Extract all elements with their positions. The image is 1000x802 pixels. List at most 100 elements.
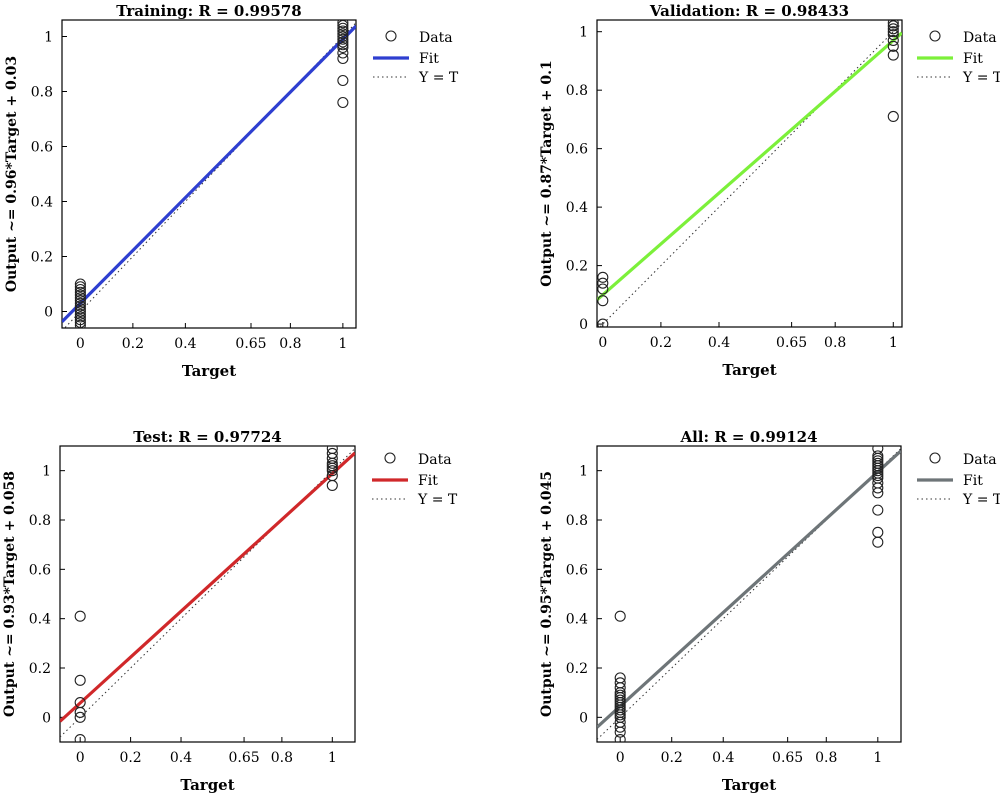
x-tick-label: 0.2 bbox=[661, 750, 683, 766]
data-point bbox=[614, 677, 626, 689]
plot-frame bbox=[596, 445, 902, 743]
data-point bbox=[74, 316, 86, 328]
x-tick-label: 0.8 bbox=[815, 750, 837, 766]
data-point bbox=[74, 294, 86, 307]
data-point bbox=[887, 40, 899, 52]
data-point bbox=[74, 610, 86, 622]
data-point bbox=[326, 446, 338, 455]
data-point bbox=[887, 23, 899, 35]
legend-identity-label: Y = T bbox=[962, 492, 1000, 508]
x-tick-label: 0.2 bbox=[119, 750, 141, 766]
data-point bbox=[872, 457, 884, 469]
y-tick-label: 0 bbox=[42, 710, 51, 726]
x-tick-label: 0.8 bbox=[824, 335, 846, 351]
data-point bbox=[337, 33, 349, 45]
data-point bbox=[597, 318, 609, 327]
data-point bbox=[326, 479, 338, 492]
chart-panel-2: 0 0.2 0.4 0.65 0.8 1 0 0.2 0.4 0.6 0.8 1 Validation:… bbox=[539, 2, 1000, 379]
data-point bbox=[74, 300, 86, 312]
data-point bbox=[74, 278, 86, 290]
data-point bbox=[597, 295, 609, 307]
data-point bbox=[337, 28, 349, 40]
legend-data-marker bbox=[385, 30, 397, 42]
y-tick-label: 0.4 bbox=[29, 612, 51, 628]
legend-fit-label: Fit bbox=[963, 473, 983, 489]
chart-title: Validation: R = 0.98433 bbox=[649, 2, 849, 20]
identity-line bbox=[60, 448, 355, 738]
y-tick-label: 0.6 bbox=[566, 142, 588, 158]
data-point bbox=[74, 711, 86, 723]
data-point bbox=[614, 694, 626, 706]
x-tick-label: 0.2 bbox=[122, 336, 144, 352]
data-point bbox=[74, 696, 86, 709]
x-tick-label: 1 bbox=[889, 335, 898, 351]
data-point bbox=[74, 297, 86, 309]
x-axis-label: Target bbox=[722, 776, 776, 794]
y-tick-label: 1 bbox=[579, 25, 588, 41]
x-tick-label: 0 bbox=[598, 335, 607, 351]
y-tick-label: 0 bbox=[44, 305, 53, 321]
x-tick-label: 0 bbox=[616, 750, 625, 766]
y-axis-label: Output ~= 0.87*Target + 0.1 bbox=[539, 60, 555, 286]
legend: Data Fit Y = T bbox=[373, 30, 459, 86]
y-tick-label: 0.2 bbox=[31, 250, 53, 266]
chart-title: Training: R = 0.99578 bbox=[116, 2, 301, 20]
data-point bbox=[337, 47, 349, 59]
x-tick-label: 0.2 bbox=[650, 335, 672, 351]
y-tick-label: 0.4 bbox=[566, 200, 588, 216]
x-axis-label: Target bbox=[180, 776, 234, 794]
chart-panel-3: 0 0.2 0.4 0.65 0.8 1 0 0.2 0.4 0.6 0.8 1 Test: R = 0… bbox=[2, 428, 458, 794]
data-point bbox=[337, 20, 349, 32]
plot-area bbox=[60, 446, 355, 742]
data-point bbox=[597, 271, 609, 283]
data-point bbox=[74, 308, 86, 320]
data-point bbox=[337, 20, 349, 29]
data-point bbox=[337, 22, 349, 34]
data-point bbox=[74, 311, 86, 323]
data-point bbox=[74, 314, 86, 326]
y-tick-label: 0.4 bbox=[31, 195, 53, 211]
fit-line bbox=[597, 449, 901, 729]
data-point bbox=[872, 455, 884, 467]
x-tick-label: 0.65 bbox=[235, 336, 266, 352]
data-point bbox=[614, 672, 626, 684]
x-tick-label: 0.8 bbox=[271, 750, 293, 766]
legend-identity-label: Y = T bbox=[962, 70, 1000, 86]
y-axis-label: Output ~= 0.93*Target + 0.058 bbox=[2, 471, 18, 717]
data-point bbox=[614, 610, 626, 622]
legend-fit-label: Fit bbox=[963, 51, 983, 67]
x-tick-label: 1 bbox=[328, 750, 337, 766]
y-tick-label: 0.2 bbox=[566, 259, 588, 275]
chart-title: Test: R = 0.97724 bbox=[133, 428, 281, 446]
data-point bbox=[74, 286, 86, 298]
chart-title: All: R = 0.99124 bbox=[679, 428, 817, 446]
plot-area bbox=[597, 446, 901, 742]
plot-frame bbox=[596, 19, 903, 328]
y-tick-label: 1 bbox=[579, 464, 588, 480]
legend-data-label: Data bbox=[418, 452, 452, 468]
data-point bbox=[337, 25, 349, 37]
data-point bbox=[614, 733, 626, 742]
data-point bbox=[597, 283, 609, 295]
legend-fit-label: Fit bbox=[419, 51, 439, 67]
data-point bbox=[887, 110, 899, 123]
data-point bbox=[872, 450, 884, 462]
data-point bbox=[887, 20, 899, 32]
legend-data-marker bbox=[929, 452, 941, 464]
data-point bbox=[872, 446, 884, 455]
data-point bbox=[872, 536, 884, 548]
data-point bbox=[326, 465, 338, 477]
y-axis-label: Output ~= 0.96*Target + 0.03 bbox=[4, 56, 20, 292]
y-tick-label: 0.8 bbox=[566, 83, 588, 99]
identity-line bbox=[599, 22, 902, 327]
x-tick-label: 0.65 bbox=[772, 750, 803, 766]
x-axis-label: Target bbox=[722, 361, 776, 379]
legend-data-marker bbox=[929, 30, 941, 42]
legend-data-marker bbox=[384, 452, 396, 464]
legend: Data Fit Y = T bbox=[372, 452, 458, 508]
y-tick-label: 0.6 bbox=[31, 140, 53, 156]
y-tick-label: 1 bbox=[42, 464, 51, 480]
legend-fit-label: Fit bbox=[418, 473, 438, 489]
data-point bbox=[74, 303, 86, 315]
legend: Data Fit Y = T bbox=[917, 452, 1000, 508]
